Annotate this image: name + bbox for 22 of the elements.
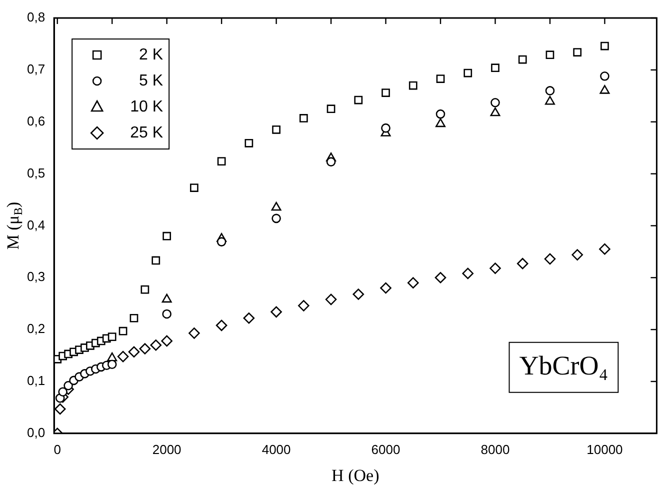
x-tick-label: 8000: [480, 442, 510, 457]
y-tick-label: 0,7: [26, 62, 46, 77]
y-tick-label: 0,8: [26, 10, 46, 25]
x-tick-label: 4000: [262, 442, 291, 457]
y-tick-label: 0,3: [26, 269, 46, 284]
legend-label: 2 K: [139, 46, 164, 64]
legend-label: 10 K: [130, 98, 164, 116]
x-tick-label: 6000: [371, 442, 400, 457]
x-tick-label: 2000: [152, 442, 182, 457]
legend-label: 5 K: [139, 72, 164, 90]
x-tick-label: 10000: [586, 442, 623, 457]
y-axis-title: M (μB): [3, 202, 26, 250]
y-tick-label: 0,2: [26, 321, 46, 336]
y-tick-label: 0,5: [26, 165, 46, 180]
legend-label: 25 K: [130, 124, 164, 142]
y-tick-label: 0,1: [26, 373, 46, 388]
y-tick-label: 0,6: [26, 113, 46, 128]
x-tick-label: 0: [54, 442, 61, 457]
y-tick-label: 0,0: [26, 424, 46, 440]
annotation: YbCrO₄: [519, 350, 608, 380]
y-tick-label: 0,4: [26, 217, 46, 232]
x-axis-title: H (Oe): [332, 466, 380, 485]
